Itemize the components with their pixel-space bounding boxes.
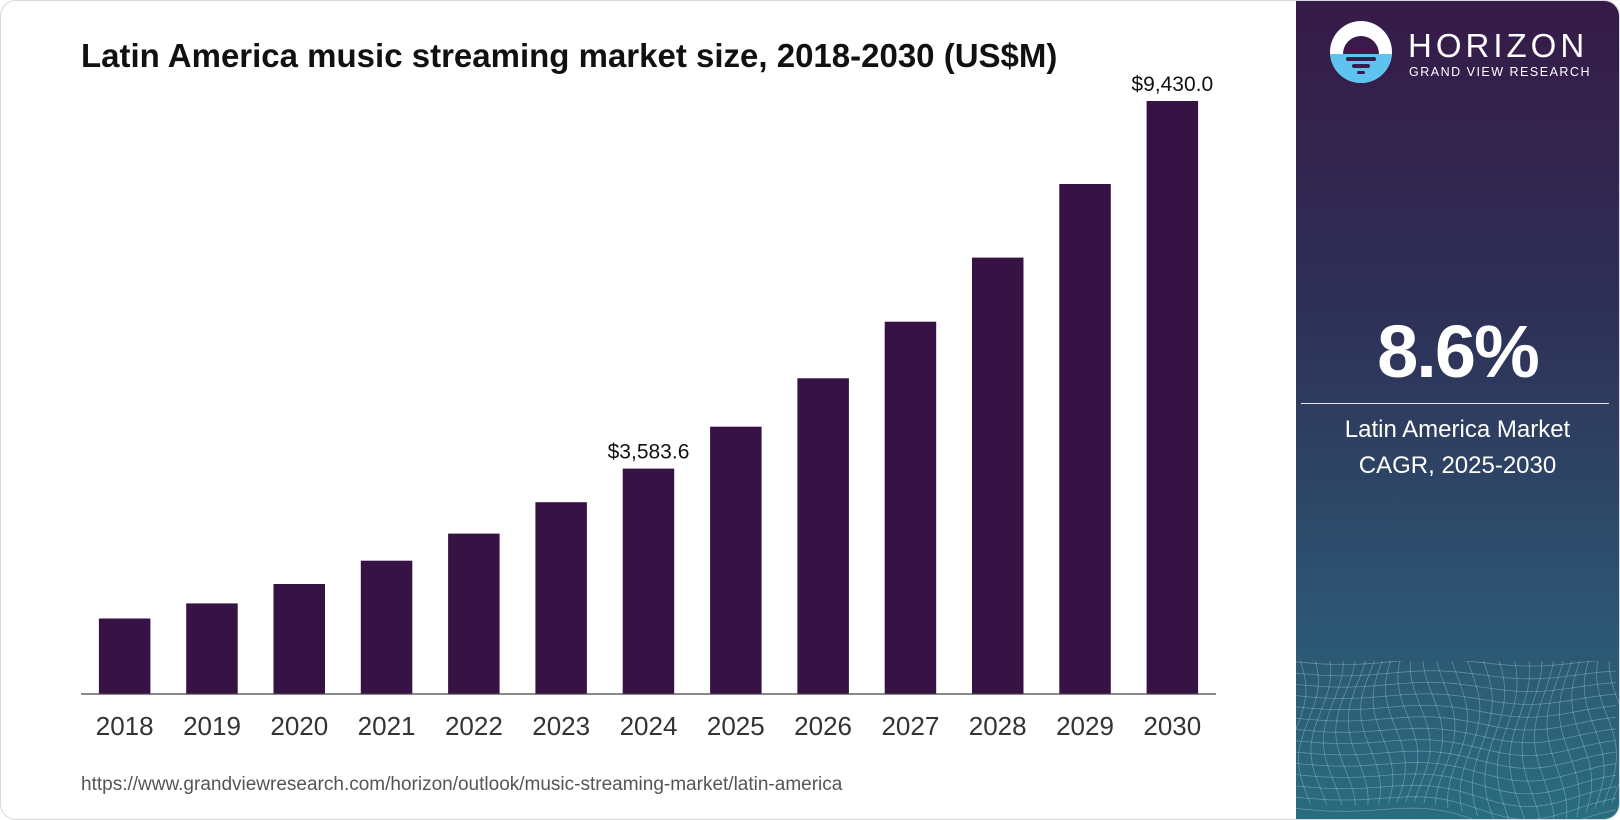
brand-name: HORIZON [1408, 27, 1589, 64]
mesh-line [1546, 661, 1568, 819]
x-tick-label: 2024 [620, 711, 678, 741]
bar-2023[interactable] [535, 502, 587, 694]
mesh-line [1384, 661, 1406, 803]
x-tick-label: 2018 [96, 711, 154, 741]
mesh-line [1296, 807, 1617, 819]
mesh-line [1298, 661, 1319, 804]
source-url[interactable]: https://www.grandviewresearch.com/horizo… [81, 774, 843, 795]
data-label: $9,430.0 [1131, 73, 1213, 96]
mesh-line [1296, 739, 1617, 757]
bar-2028[interactable] [972, 257, 1024, 694]
mesh-line [1484, 661, 1506, 819]
cagr-label-line1: Latin America Market [1344, 416, 1571, 443]
x-tick-label: 2019 [183, 711, 241, 741]
x-tick-label: 2030 [1143, 711, 1201, 741]
mesh-line [1322, 661, 1344, 806]
mesh-line [1296, 750, 1617, 769]
brand-tagline: GRAND VIEW RESEARCH [1409, 65, 1591, 79]
bar-2025[interactable] [710, 426, 762, 694]
mesh-line [1360, 661, 1381, 805]
mesh-line [1596, 661, 1618, 806]
mesh-line [1397, 661, 1419, 803]
x-tick-label: 2026 [794, 711, 852, 741]
bar-2027[interactable] [884, 321, 937, 694]
bar-2026[interactable] [797, 378, 849, 694]
mesh-line [1296, 693, 1617, 705]
bar-2019[interactable] [186, 603, 238, 694]
mesh-line [1471, 661, 1493, 817]
mesh-line [1296, 796, 1617, 819]
sidebar-panel: HORIZON GRAND VIEW RESEARCH 8.6% Latin A… [1296, 1, 1619, 819]
mesh-line [1459, 661, 1481, 812]
mesh-line [1347, 661, 1369, 806]
bar-chart: 2018 2019 2020 2021 2022 2023 2024 $3,583.6 2025… [81, 73, 1216, 741]
mesh-line [1296, 661, 1599, 667]
mesh-line [1296, 716, 1617, 731]
mesh-line [1296, 681, 1617, 693]
x-tick-label: 2028 [969, 711, 1027, 741]
bar-2024[interactable] [622, 468, 675, 694]
mesh-line [1296, 784, 1617, 808]
mesh-line [1296, 762, 1617, 782]
bar-2021[interactable] [360, 560, 413, 694]
sunset-logo-icon [1330, 21, 1392, 83]
mesh-line [1296, 773, 1617, 795]
mesh-line [1583, 661, 1605, 810]
x-tick-label: 2021 [358, 711, 416, 741]
mesh-line [1434, 661, 1456, 806]
data-label: $3,583.6 [608, 441, 690, 464]
bar-2020[interactable] [273, 584, 326, 694]
chart-title: Latin America music streaming market siz… [81, 37, 1058, 74]
mesh-line [1409, 661, 1431, 803]
x-tick-label: 2027 [881, 711, 939, 741]
x-tick-label: 2023 [532, 711, 590, 741]
cagr-value: 8.6% [1377, 310, 1540, 393]
mesh-line [1296, 661, 1307, 731]
bar-2018[interactable] [98, 618, 151, 695]
x-tick-label: 2029 [1056, 711, 1114, 741]
mesh-line [1521, 661, 1543, 819]
x-tick-label: 2025 [707, 711, 765, 741]
mesh-line [1558, 661, 1580, 818]
bar-2022[interactable] [448, 533, 500, 694]
mesh-line [1310, 661, 1332, 805]
x-tick-label: 2020 [270, 711, 328, 741]
mesh-line [1496, 661, 1518, 819]
mesh-line [1534, 661, 1555, 819]
mesh-line [1296, 670, 1617, 680]
mesh-line [1571, 661, 1592, 814]
cagr-label-line2: CAGR, 2025-2030 [1358, 452, 1557, 479]
bar-2030[interactable] [1146, 101, 1199, 694]
mesh-line [1296, 704, 1617, 718]
mesh-line [1422, 661, 1444, 804]
brand-logo[interactable]: HORIZON GRAND VIEW RESEARCH [1330, 21, 1619, 85]
mesh-line [1447, 661, 1468, 809]
mesh-line [1296, 727, 1617, 744]
cagr-label: Latin America Market CAGR, 2025-2030 [1296, 412, 1619, 484]
mesh-line [1335, 661, 1356, 806]
bar-2029[interactable] [1059, 184, 1111, 694]
mesh-line [1372, 661, 1394, 804]
x-tick-label: 2022 [445, 711, 503, 741]
mesh-line [1608, 661, 1619, 804]
mesh-line [1509, 661, 1531, 819]
divider [1301, 403, 1609, 404]
wave-mesh-decoration [1296, 661, 1619, 819]
